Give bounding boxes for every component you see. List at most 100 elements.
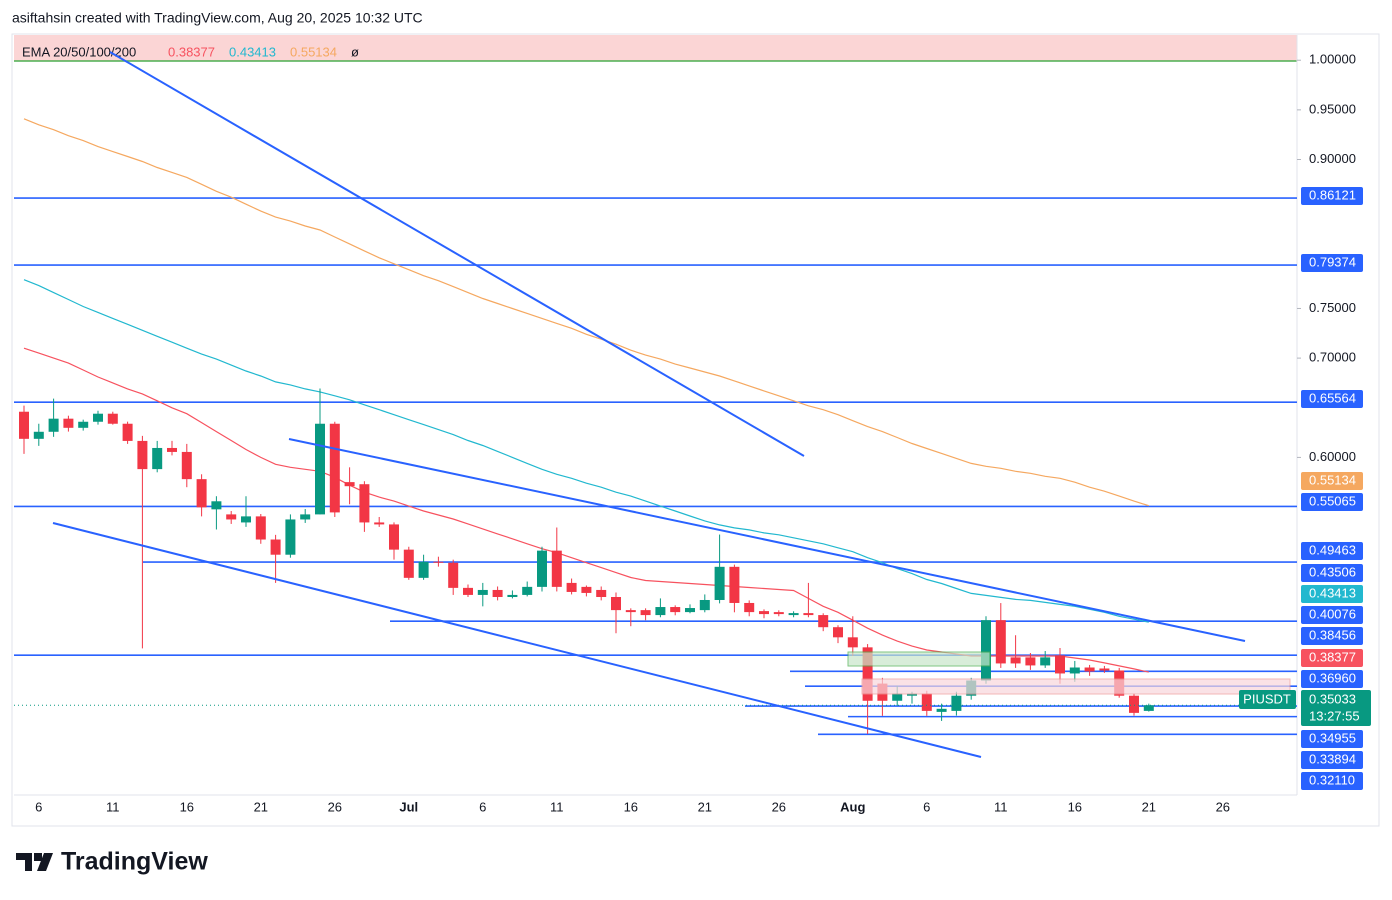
- candle-body: [477, 589, 488, 595]
- legend-value: 0.38377: [168, 44, 215, 59]
- candle-body: [448, 562, 459, 588]
- x-tick-label: 26: [772, 799, 786, 814]
- x-tick-label: Aug: [840, 799, 865, 814]
- candle-body: [403, 549, 414, 578]
- candle-body: [759, 611, 769, 615]
- ema-label: 0.55134: [1309, 472, 1356, 487]
- logo-text: TradingView: [61, 848, 208, 876]
- candle-body: [122, 423, 133, 441]
- candle-body: [729, 566, 740, 603]
- candle-body: [359, 484, 370, 523]
- level-badge: [1301, 606, 1363, 624]
- candle-body: [551, 550, 562, 587]
- candle-body: [1010, 657, 1021, 664]
- ema-label: 0.43413: [1309, 585, 1356, 600]
- frame: [11, 33, 1380, 827]
- zone: [861, 678, 1291, 695]
- candle-body: [181, 451, 192, 480]
- candle-body: [522, 586, 533, 595]
- candle-body: [329, 423, 340, 513]
- ema-line: [23, 279, 1149, 623]
- trend-line: [52, 522, 982, 758]
- level-badge: [1301, 670, 1363, 688]
- candle-body: [270, 539, 281, 555]
- level-label: 0.86121: [1309, 187, 1356, 202]
- candle-body: [1143, 705, 1154, 711]
- level-label: 0.36960: [1309, 670, 1356, 685]
- trend-line: [288, 438, 1246, 642]
- trend-line: [109, 51, 805, 457]
- ema-line: [23, 347, 1149, 673]
- candle-body: [1129, 695, 1139, 713]
- x-tick-label: 16: [180, 799, 194, 814]
- candle-body: [640, 610, 651, 616]
- candle-body: [418, 561, 429, 578]
- candle-body: [862, 647, 873, 701]
- price-badge: [1301, 690, 1371, 726]
- candle-body: [255, 516, 266, 540]
- level-label: 0.32110: [1309, 772, 1355, 787]
- level-label: 0.40076: [1309, 606, 1356, 621]
- y-tick-label: 0.90000: [1309, 151, 1356, 166]
- candle-body: [699, 599, 710, 611]
- countdown: 13:27:55: [1309, 708, 1360, 723]
- x-tick-label: 11: [994, 799, 1008, 814]
- x-tick-label: 16: [1068, 799, 1082, 814]
- ema-label: 0.38377: [1309, 649, 1356, 664]
- level-badge: [1301, 627, 1363, 645]
- indicator-name: EMA 20/50/100/200: [22, 44, 136, 59]
- x-tick-label: 6: [35, 799, 42, 814]
- candle-body: [315, 423, 325, 515]
- candle-body: [78, 421, 89, 428]
- candle-body: [374, 522, 385, 525]
- candle-body: [211, 501, 222, 510]
- x-tick-label: 26: [1216, 799, 1230, 814]
- candle-body: [463, 587, 473, 595]
- candle-body: [995, 620, 1006, 664]
- candle-body: [907, 693, 917, 696]
- x-tick-label: 11: [106, 799, 120, 814]
- y-tick-label: 0.95000: [1309, 101, 1356, 116]
- candle-body: [93, 413, 103, 422]
- candle-body: [625, 610, 636, 613]
- candle-body: [300, 514, 311, 520]
- candle-body: [19, 411, 29, 439]
- level-badge: [1301, 187, 1363, 205]
- candle-body: [389, 524, 399, 550]
- level-label: 0.79374: [1309, 254, 1356, 269]
- legend-value: 0.43413: [229, 44, 276, 59]
- candle-body: [107, 413, 118, 424]
- candle-body: [847, 637, 858, 648]
- candle-body: [566, 582, 577, 592]
- candle-body: [226, 514, 237, 520]
- candle-body: [833, 627, 843, 638]
- ema-line: [23, 118, 1149, 507]
- candle-body: [921, 693, 932, 711]
- x-tick-label: 16: [624, 799, 638, 814]
- candle-body: [537, 550, 547, 587]
- y-tick-label: 1.00000: [1309, 52, 1356, 67]
- candle-body: [1040, 657, 1051, 666]
- x-tick-label: 26: [328, 799, 342, 814]
- candle-body: [670, 607, 681, 613]
- level-label: 0.33894: [1309, 751, 1356, 766]
- candle-body: [492, 589, 503, 598]
- x-tick-label: 11: [550, 799, 564, 814]
- legend-missing: ø: [351, 44, 359, 59]
- candle-body: [714, 566, 725, 600]
- attribution: asiftahsin created with TradingView.com,…: [12, 10, 423, 26]
- candle-body: [507, 594, 518, 598]
- candle-body: [48, 418, 59, 432]
- level-label: 0.55065: [1309, 493, 1356, 508]
- x-tick-label: 6: [923, 799, 930, 814]
- zone: [847, 651, 991, 667]
- level-badge: [1301, 542, 1363, 560]
- x-tick-label: 6: [479, 799, 486, 814]
- candle-body: [1099, 668, 1110, 671]
- y-tick-label: 0.75000: [1309, 300, 1356, 315]
- ema-badge: [1301, 649, 1363, 667]
- candle-body: [1084, 667, 1095, 672]
- level-label: 0.43506: [1309, 564, 1356, 579]
- level-badge: [1301, 493, 1363, 511]
